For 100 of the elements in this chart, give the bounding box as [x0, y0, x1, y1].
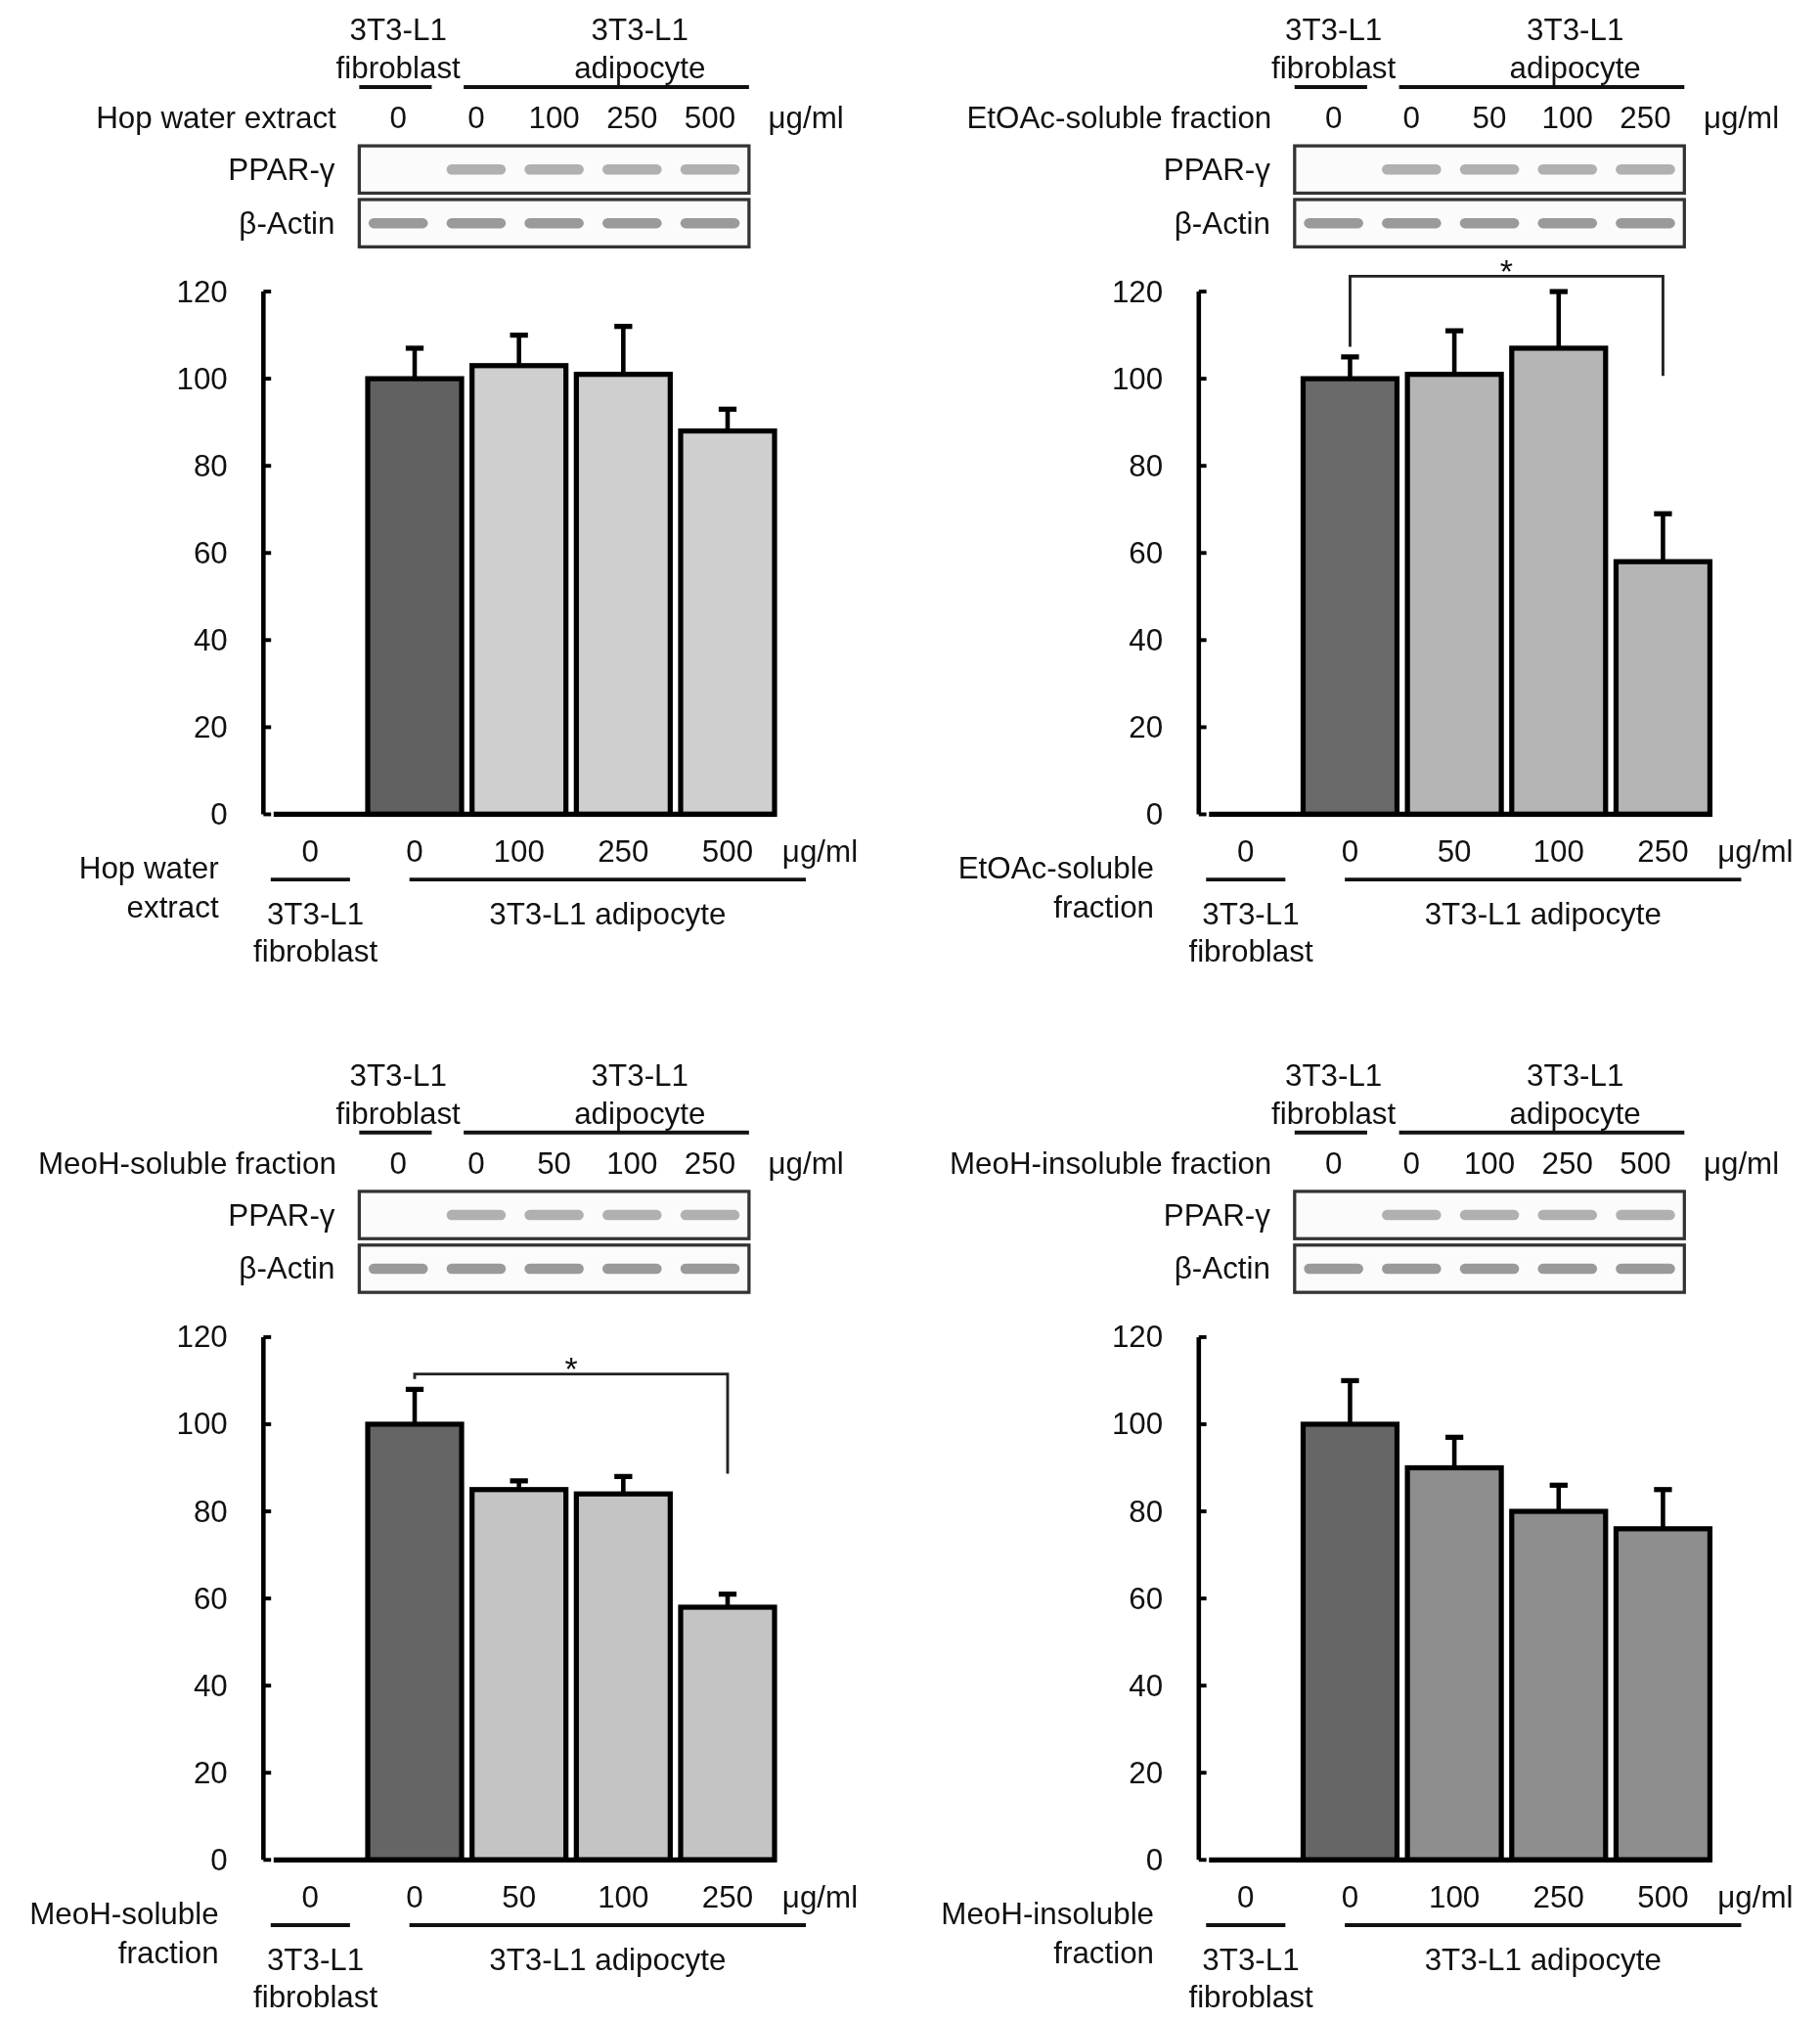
text: 3T3-L1 adipocyte [1509, 1057, 1641, 1131]
text: * [1499, 251, 1514, 290]
text: PPAR-γ [1163, 1197, 1271, 1233]
x-tick-label: 0 [1341, 833, 1359, 869]
y-tick-label: 20 [1129, 1755, 1164, 1790]
x-tick-label: 100 [493, 833, 545, 869]
y-tick-label: 60 [1129, 535, 1164, 570]
x-tick-label: 250 [1532, 1879, 1584, 1914]
text: PPAR-γ [228, 1197, 335, 1233]
x-tick-label: 500 [1637, 1879, 1689, 1914]
x-tick-label: 500 [701, 833, 754, 869]
x-tick-label: 0 [406, 1879, 423, 1914]
y-tick-label: 120 [1111, 274, 1164, 309]
text: PPAR-γ [228, 152, 335, 187]
y-tick-label: 0 [1145, 1842, 1164, 1877]
category-label: 100 [528, 100, 580, 135]
y-tick-label: 120 [176, 274, 228, 309]
category-label: 0 [1402, 1145, 1421, 1181]
y-tick-label: 100 [176, 1407, 228, 1442]
y-tick-label: 40 [193, 622, 228, 657]
text: 3T3-L1 fibroblast [1188, 896, 1313, 968]
text: 3T3-L1 fibroblast [252, 896, 378, 968]
text: μg/ml [1717, 1879, 1794, 1914]
category-label: 0 [467, 1145, 485, 1181]
x-axis-title: EtOAc-soluble fraction [957, 850, 1155, 925]
y-tick-label: 0 [210, 796, 228, 831]
text: μg/ml [768, 100, 844, 135]
text: 3T3-L1 fibroblast [335, 12, 461, 85]
x-tick-label: 100 [1532, 833, 1584, 869]
category-label: 0 [389, 100, 407, 135]
text: μg/ml [781, 833, 859, 869]
y-tick-label: 80 [1129, 1494, 1164, 1529]
x-tick-label: 100 [1428, 1879, 1481, 1914]
text: MeoH-soluble fraction [37, 1145, 336, 1181]
text: 3T3-L1 adipocyte [1424, 1942, 1662, 1977]
text: 3T3-L1 adipocyte [574, 12, 706, 85]
x-tick-label: 100 [598, 1879, 649, 1914]
x-tick-label: 0 [1237, 1879, 1255, 1914]
y-tick-label: 40 [1129, 1668, 1164, 1703]
category-label: 100 [1463, 1145, 1516, 1181]
y-tick-label: 60 [1129, 1581, 1164, 1616]
text: 3T3-L1 adipocyte [1424, 896, 1662, 931]
x-tick-label: 0 [301, 833, 320, 869]
text: MeoH-insoluble fraction [950, 1145, 1272, 1181]
category-label: 0 [1324, 100, 1343, 135]
y-tick-label: 20 [193, 709, 228, 744]
category-label: 0 [467, 100, 485, 135]
y-tick-label: 80 [1129, 448, 1164, 483]
y-tick-label: 40 [193, 1668, 228, 1703]
text: 3T3-L1 adipocyte [489, 1942, 727, 1977]
category-label: 0 [1324, 1145, 1343, 1181]
category-label: 250 [684, 1145, 736, 1181]
text: β-Actin [1174, 1251, 1270, 1286]
text: 3T3-L1 fibroblast [335, 1057, 461, 1131]
x-tick-label: 250 [598, 833, 649, 869]
y-tick-label: 120 [1111, 1320, 1164, 1355]
category-label: 250 [1620, 100, 1671, 135]
y-tick-label: 60 [193, 1581, 228, 1616]
text: 3T3-L1 adipocyte [489, 896, 727, 931]
x-axis-title: MeoH-soluble fraction [29, 1896, 219, 1971]
x-axis-title: MeoH-insoluble fraction [941, 1896, 1155, 1971]
annotation: * [564, 1350, 578, 1388]
y-tick-label: 20 [1129, 709, 1164, 744]
y-tick-label: 0 [1145, 796, 1164, 831]
category-label: 100 [1541, 100, 1593, 135]
category-label: 0 [1402, 100, 1421, 135]
text: μg/ml [781, 1879, 859, 1914]
x-tick-label: 50 [502, 1879, 537, 1914]
category-label: 250 [1541, 1145, 1593, 1181]
x-tick-label: 0 [1237, 833, 1255, 869]
y-tick-label: 100 [1111, 1407, 1164, 1442]
y-tick-label: 100 [1111, 361, 1164, 396]
y-tick-label: 40 [1129, 622, 1164, 657]
category-label: 500 [1620, 1145, 1671, 1181]
y-tick-label: 80 [193, 448, 228, 483]
y-tick-label: 80 [193, 1494, 228, 1529]
y-tick-label: 100 [176, 361, 228, 396]
text: 3T3-L1 fibroblast [1271, 12, 1397, 85]
category-label: 100 [606, 1145, 658, 1181]
x-tick-label: 250 [701, 1879, 754, 1914]
category-label: 250 [606, 100, 658, 135]
text: EtOAc-soluble fraction [966, 100, 1272, 135]
y-tick-label: 20 [193, 1755, 228, 1790]
x-tick-label: 0 [301, 1879, 320, 1914]
text: β-Actin [1174, 205, 1270, 241]
text: Hop water extract [96, 100, 336, 135]
y-tick-label: 60 [193, 535, 228, 570]
text: 3T3-L1 fibroblast [1188, 1942, 1313, 2014]
y-tick-label: 0 [210, 1842, 228, 1877]
text: PPAR-γ [1163, 152, 1271, 187]
category-label: 50 [537, 1145, 572, 1181]
x-tick-label: 0 [1341, 1879, 1359, 1914]
text: β-Actin [239, 1251, 335, 1286]
y-tick-label: 120 [176, 1320, 228, 1355]
text: 3T3-L1 fibroblast [1271, 1057, 1397, 1131]
text: μg/ml [1717, 833, 1794, 869]
x-axis-title: Hop water extract [78, 850, 219, 925]
x-tick-label: 50 [1437, 833, 1472, 869]
x-tick-label: 250 [1637, 833, 1689, 869]
category-label: 0 [389, 1145, 407, 1181]
